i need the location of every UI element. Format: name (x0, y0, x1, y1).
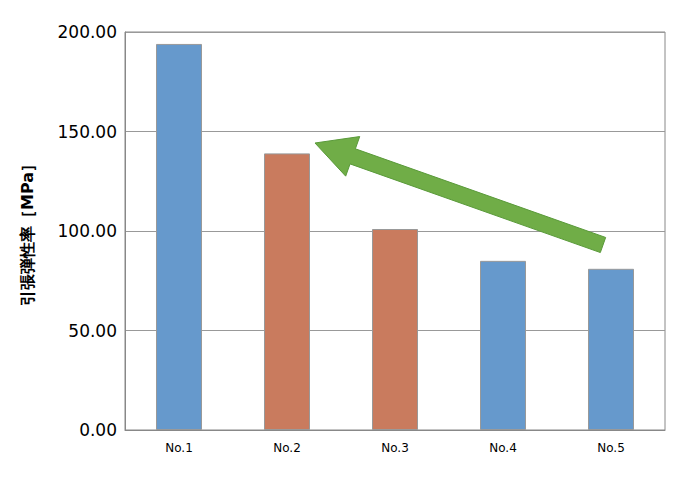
svg-text:100.00: 100.00 (58, 221, 117, 241)
svg-text:No.3: No.3 (381, 441, 409, 455)
svg-text:150.00: 150.00 (58, 122, 117, 142)
svg-text:50.00: 50.00 (68, 321, 117, 341)
svg-text:No.1: No.1 (165, 441, 193, 455)
svg-text:No.2: No.2 (273, 441, 301, 455)
svg-text:No.5: No.5 (597, 441, 625, 455)
svg-text:200.00: 200.00 (58, 22, 117, 42)
svg-text:引張弾性率［MPa］: 引張弾性率［MPa］ (18, 156, 37, 306)
svg-text:0.00: 0.00 (79, 420, 117, 440)
svg-text:No.4: No.4 (489, 441, 517, 455)
